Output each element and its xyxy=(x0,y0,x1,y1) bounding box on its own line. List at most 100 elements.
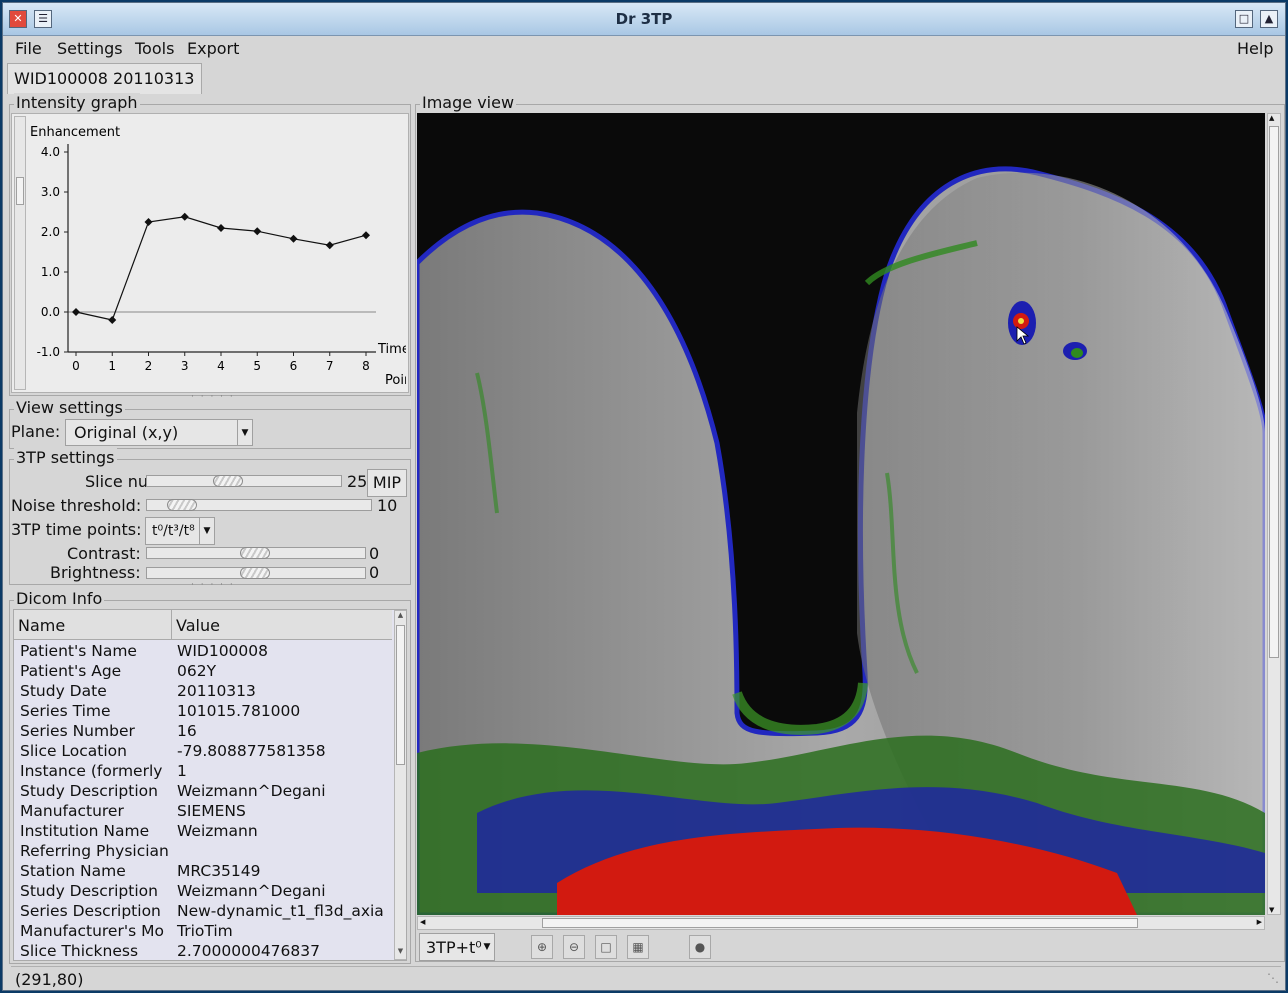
chart-x-tick-label: 2 xyxy=(145,359,153,373)
table-row[interactable]: Institution Name Weizmann xyxy=(14,821,392,841)
table-row[interactable]: Slice Thickness 2.7000000476837 xyxy=(14,941,392,960)
image-hscrollbar[interactable]: ◀ ▶ xyxy=(417,916,1265,930)
column-header-value[interactable]: Value xyxy=(176,616,220,635)
image-hscrollbar-thumb[interactable] xyxy=(542,918,1138,928)
mri-image-canvas[interactable] xyxy=(417,113,1265,915)
dicom-value-cell: 101015.781000 xyxy=(177,702,301,720)
dicom-value-cell: 062Y xyxy=(177,662,217,680)
zoom-in-icon[interactable]: ⊕ xyxy=(531,935,553,959)
table-row[interactable]: Study Date 20110313 xyxy=(14,681,392,701)
noise-threshold-slider[interactable] xyxy=(146,499,372,511)
table-row[interactable]: Patient's Age 062Y xyxy=(14,661,392,681)
dicom-name-cell: Study Date xyxy=(20,682,107,700)
zoom-out-icon[interactable]: ⊖ xyxy=(563,935,585,959)
scroll-right-icon[interactable]: ▶ xyxy=(1256,918,1262,926)
fit-to-window-icon[interactable]: ▦ xyxy=(627,935,649,959)
mip-button[interactable]: MIP xyxy=(367,469,407,497)
tab-study[interactable]: WID100008 20110313 xyxy=(7,63,202,94)
chart-data-point xyxy=(180,212,189,221)
dicom-info-group: Dicom Info xyxy=(9,589,411,964)
dicom-value-cell: Weizmann^Degani xyxy=(177,882,326,900)
title-bar[interactable]: ✕ ☰ Dr 3TP □ ▲ xyxy=(3,3,1285,36)
zoom-reset-icon[interactable]: □ xyxy=(595,935,617,959)
dicom-scrollbar-thumb[interactable] xyxy=(396,625,405,765)
slice-num-value: 25 xyxy=(347,472,368,491)
table-row[interactable]: Study Description Weizmann^Degani xyxy=(14,881,392,901)
chart-x-tick-label: 3 xyxy=(181,359,189,373)
resize-grip-icon[interactable]: ⋱ xyxy=(1267,971,1279,985)
dicom-table: Patient's Name WID100008 Patient's Age 062Y… xyxy=(14,641,392,960)
chart-y-tick-label: 3.0 xyxy=(41,185,60,199)
brightness-label: Brightness: xyxy=(50,563,141,582)
status-bar: (291,80) ⋱ xyxy=(11,966,1281,991)
dicom-value-cell: WID100008 xyxy=(177,642,269,660)
mouse-cursor-icon xyxy=(1016,326,1030,345)
dicom-name-cell: Referring Physician xyxy=(20,842,169,860)
brightness-slider-handle[interactable] xyxy=(240,567,270,579)
menu-file[interactable]: File xyxy=(15,39,42,58)
lightbulb-icon[interactable]: ● xyxy=(689,935,711,959)
dicom-name-cell: Study Description xyxy=(20,882,158,900)
contrast-slider[interactable] xyxy=(146,547,366,559)
dicom-name-cell: Manufacturer's Mo xyxy=(20,922,164,940)
chart-y-tick-label: 4.0 xyxy=(41,145,60,159)
plane-label: Plane: xyxy=(11,422,61,441)
time-points-select[interactable]: t⁰/t³/t⁸ ▼ xyxy=(145,517,215,545)
noise-threshold-slider-handle[interactable] xyxy=(167,499,197,511)
table-row[interactable]: Series Number 16 xyxy=(14,721,392,741)
dicom-scrollbar[interactable]: ▲ ▼ xyxy=(394,610,406,960)
scroll-down-icon[interactable]: ▼ xyxy=(397,947,404,955)
image-view-group: Image view xyxy=(415,93,1285,962)
menu-help[interactable]: Help xyxy=(1237,39,1274,58)
scroll-down-icon[interactable]: ▼ xyxy=(1269,906,1275,914)
table-row[interactable]: Instance (formerly 1 xyxy=(14,761,392,781)
table-row[interactable]: Referring Physician xyxy=(14,841,392,861)
menu-export[interactable]: Export xyxy=(187,39,240,58)
image-vscrollbar-thumb[interactable] xyxy=(1269,126,1279,658)
slice-num-slider[interactable] xyxy=(146,475,342,487)
brightness-slider[interactable] xyxy=(146,567,366,579)
render-mode-select[interactable]: 3TP+t⁰ ▼ xyxy=(419,933,495,961)
chart-data-point xyxy=(289,234,298,243)
menu-settings[interactable]: Settings xyxy=(57,39,123,58)
table-row[interactable]: Manufacturer's Mo TrioTim xyxy=(14,921,392,941)
time-points-label: 3TP time points: xyxy=(11,520,142,539)
dicom-value-cell: SIEMENS xyxy=(177,802,246,820)
minimize-button[interactable]: ▲ xyxy=(1260,10,1278,28)
chart-y-axis-label: Enhancement xyxy=(30,125,120,140)
plane-select[interactable]: Original (x,y) ▼ xyxy=(65,419,253,446)
slice-num-slider-handle[interactable] xyxy=(213,475,243,487)
splitter-handle[interactable]: · · · · · xyxy=(191,392,235,402)
dicom-info-title: Dicom Info xyxy=(14,589,105,608)
table-row[interactable]: Slice Location -79.808877581358 xyxy=(14,741,392,761)
image-vscrollbar[interactable]: ▲ ▼ xyxy=(1267,113,1281,915)
column-header-name[interactable]: Name xyxy=(18,616,66,635)
table-row[interactable]: Study Description Weizmann^Degani xyxy=(14,781,392,801)
scroll-up-icon[interactable]: ▲ xyxy=(397,611,404,619)
dicom-value-cell: Weizmann xyxy=(177,822,258,840)
table-row[interactable]: Manufacturer SIEMENS xyxy=(14,801,392,821)
splitter-handle[interactable]: · · · · · xyxy=(191,580,235,590)
graph-scrollbar-thumb[interactable] xyxy=(16,177,24,205)
table-row[interactable]: Series Description New-dynamic_t1_fl3d_ax… xyxy=(14,901,392,921)
table-row[interactable]: Patient's Name WID100008 xyxy=(14,641,392,661)
scroll-up-icon[interactable]: ▲ xyxy=(1269,114,1275,122)
chart-data-point xyxy=(325,241,334,250)
menu-tools[interactable]: Tools xyxy=(135,39,175,58)
table-row[interactable]: Series Time 101015.781000 xyxy=(14,701,392,721)
chart-data-point xyxy=(108,316,117,324)
close-button[interactable]: ✕ xyxy=(9,10,27,28)
maximize-button[interactable]: □ xyxy=(1235,10,1253,28)
image-view-title: Image view xyxy=(420,93,517,112)
chart-x-tick-label: 6 xyxy=(290,359,298,373)
contrast-slider-handle[interactable] xyxy=(240,547,270,559)
window-menu-button[interactable]: ☰ xyxy=(34,10,52,28)
dicom-value-cell: MRC35149 xyxy=(177,862,261,880)
table-row[interactable]: Station Name MRC35149 xyxy=(14,861,392,881)
noise-threshold-label: Noise threshold: xyxy=(11,496,142,515)
scroll-left-icon[interactable]: ◀ xyxy=(420,918,426,926)
dicom-name-cell: Series Description xyxy=(20,902,161,920)
graph-scrollbar[interactable] xyxy=(14,116,26,390)
chart-x-tick-label: 0 xyxy=(72,359,80,373)
